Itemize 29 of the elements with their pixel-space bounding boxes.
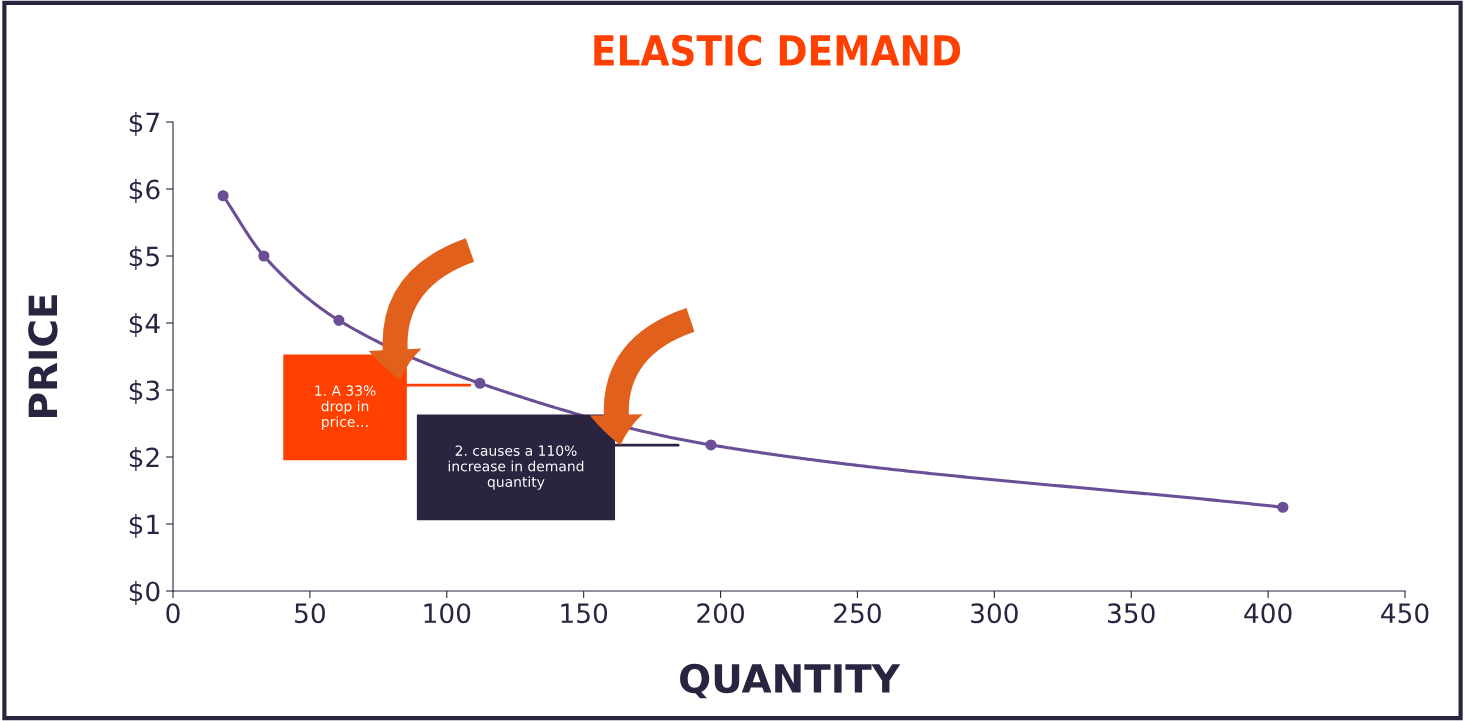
point	[474, 377, 486, 389]
x-tick-label: 200	[697, 603, 744, 624]
point	[333, 314, 345, 326]
y-tick-label: $6	[129, 178, 160, 203]
x-tick-label: 350	[1108, 603, 1155, 624]
chart-title: ELASTIC DEMAND	[594, 34, 961, 67]
x-tick-label: 250	[834, 603, 881, 624]
y-tick-label: $7	[129, 111, 159, 136]
x-tick-label: 300	[971, 603, 1018, 624]
x-tick-label: 150	[561, 603, 608, 624]
y-tick-label: $2	[129, 446, 159, 471]
x-axis-title: QUANTITY	[680, 663, 901, 699]
x-tick-label: 0	[166, 603, 180, 624]
y-tick-label: $4	[129, 312, 160, 337]
y-tick-label: $0	[129, 580, 160, 605]
point	[217, 190, 229, 202]
y-tick-label: $1	[129, 513, 159, 538]
annotation: 1. A 33% drop in price…	[315, 385, 376, 430]
x-tick-label: 100	[424, 603, 471, 624]
point	[705, 439, 717, 451]
point	[258, 250, 270, 262]
y-tick-label: $3	[129, 379, 160, 404]
y-tick-label: $5	[129, 245, 159, 270]
x-tick-label: 450	[1381, 603, 1429, 624]
y-axis-title: PRICE	[28, 295, 58, 417]
annotation: 2. causes a 110% increase in demand quantity	[448, 445, 584, 490]
x-tick-label: 50	[295, 603, 325, 624]
x-tick-label: 400	[1244, 603, 1292, 624]
point	[1277, 501, 1289, 513]
